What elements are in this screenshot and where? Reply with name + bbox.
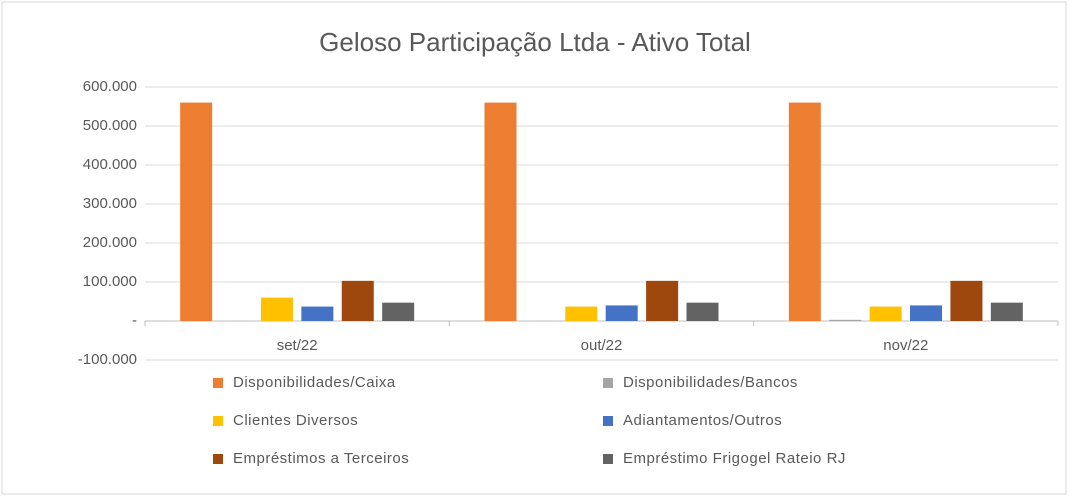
legend-label: Empréstimo Frigogel Rateio RJ (623, 450, 846, 467)
legend-label: Disponibilidades/Bancos (623, 374, 798, 391)
bar (869, 306, 902, 321)
x-tick-label: set/22 (277, 337, 318, 354)
legend-swatch (603, 454, 613, 464)
bar (950, 280, 983, 321)
y-tick-label: - (132, 312, 137, 329)
y-tick-label: 500.000 (83, 117, 137, 134)
bar (341, 280, 374, 321)
chart-title: Geloso Participação Ltda - Ativo Total (319, 27, 751, 57)
legend-swatch (603, 416, 613, 426)
bar (686, 302, 719, 321)
bar (646, 280, 679, 321)
bar (990, 302, 1023, 321)
legend-swatch (603, 378, 613, 388)
legend-label: Empréstimos a Terceiros (233, 450, 409, 467)
bar (788, 102, 821, 321)
y-tick-label: 400.000 (83, 156, 137, 173)
legend-label: Adiantamentos/Outros (623, 412, 782, 429)
y-tick-label: -100.000 (78, 351, 137, 368)
legend-swatch (213, 454, 223, 464)
bar (829, 319, 862, 321)
legend-swatch (213, 378, 223, 388)
legend-label: Clientes Diversos (233, 412, 358, 429)
bar (484, 102, 517, 321)
y-tick-label: 600.000 (83, 78, 137, 95)
y-tick-label: 200.000 (83, 234, 137, 251)
x-tick-label: nov/22 (883, 337, 928, 354)
bar (180, 102, 213, 321)
y-tick-label: 100.000 (83, 273, 137, 290)
bar (605, 305, 638, 321)
legend-label: Disponibilidades/Caixa (233, 374, 396, 391)
bar (260, 297, 293, 321)
bar (910, 305, 943, 321)
bar (301, 306, 334, 321)
x-tick-label: out/22 (581, 337, 623, 354)
y-tick-label: 300.000 (83, 195, 137, 212)
legend-swatch (213, 416, 223, 426)
bar (565, 306, 598, 321)
bar (382, 302, 415, 321)
